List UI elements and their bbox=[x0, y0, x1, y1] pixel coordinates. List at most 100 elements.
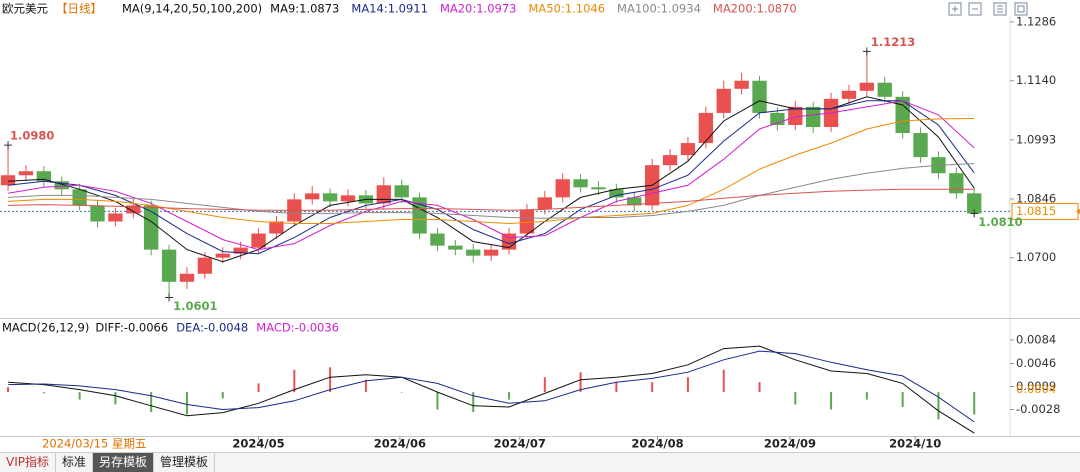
tab-bar: VIP指标 标准 另存模板 管理模板 bbox=[0, 452, 1080, 472]
tab[interactable]: 标准 bbox=[56, 453, 94, 472]
current-value-label: 0.0004 bbox=[1016, 382, 1056, 396]
extreme-marker bbox=[862, 47, 871, 56]
plot-area bbox=[0, 51, 1010, 298]
extreme-marker bbox=[4, 141, 13, 150]
macd-bar bbox=[651, 382, 654, 393]
candle-body bbox=[233, 247, 248, 254]
cursor-date: 2024/03/15 星期五 bbox=[42, 437, 146, 451]
legend-entry: DEA:-0.0048 bbox=[176, 321, 248, 335]
toolbar bbox=[948, 2, 1028, 16]
tab[interactable]: 另存模板 bbox=[93, 453, 155, 472]
macd-bar bbox=[543, 377, 546, 393]
macd-bar bbox=[472, 392, 475, 412]
extreme-marker bbox=[970, 209, 979, 218]
macd-bar bbox=[78, 392, 81, 400]
tool-icon[interactable] bbox=[993, 2, 1007, 16]
candle-body bbox=[627, 197, 642, 206]
legend-entry: MACD:-0.0036 bbox=[256, 321, 339, 335]
candle-body bbox=[734, 80, 749, 89]
candle-body bbox=[161, 249, 177, 282]
extreme-label: 1.0980 bbox=[10, 129, 54, 143]
legend-entry: MA200:1.0870 bbox=[713, 2, 797, 16]
y-tick-label: 1.1140 bbox=[1016, 73, 1056, 87]
candle-body bbox=[340, 195, 356, 202]
candle-body bbox=[54, 181, 69, 190]
y-tick-label: 0.0084 bbox=[1016, 332, 1056, 346]
candle-body bbox=[555, 179, 570, 198]
candle-body bbox=[716, 88, 731, 113]
macd-bar bbox=[221, 392, 224, 399]
macd-bar bbox=[615, 382, 618, 393]
current-value-label: 1.0815 bbox=[1016, 204, 1056, 218]
candle-body bbox=[36, 171, 51, 182]
indicator-label: MACD(26,12,9) bbox=[2, 321, 89, 335]
candle-body bbox=[179, 273, 195, 282]
x-tick-label: 2024/09 bbox=[764, 437, 816, 451]
candle-body bbox=[806, 106, 821, 127]
extreme-label: 1.0810 bbox=[978, 215, 1022, 229]
candle-body bbox=[197, 257, 213, 274]
candle-body bbox=[251, 233, 266, 248]
x-tick-label: 2024/10 bbox=[889, 437, 941, 451]
candle-body bbox=[913, 133, 928, 158]
macd-bar bbox=[794, 392, 797, 405]
ma-line bbox=[8, 100, 975, 255]
macd-bar bbox=[758, 382, 761, 393]
x-tick-label: 2024/06 bbox=[374, 437, 426, 451]
x-tick-label: 2024/07 bbox=[494, 437, 546, 451]
candle-body bbox=[662, 155, 678, 166]
y-tick-label: -0.0028 bbox=[1016, 402, 1060, 416]
candle-body bbox=[949, 173, 964, 194]
candle-body bbox=[394, 185, 409, 198]
candle-body bbox=[680, 143, 696, 156]
candle-body bbox=[752, 80, 767, 113]
candle-body bbox=[537, 197, 552, 210]
y-tick-label: 0.0009 bbox=[1016, 379, 1056, 393]
candle-body bbox=[877, 82, 892, 97]
candle-body bbox=[466, 249, 481, 256]
y-tick-label: 1.1286 bbox=[1016, 15, 1056, 29]
macd-bar bbox=[7, 387, 10, 393]
macd-bar bbox=[901, 392, 904, 408]
indicator-label: MA(9,14,20,50,100,200) bbox=[122, 2, 262, 16]
tab[interactable]: VIP指标 bbox=[0, 453, 56, 472]
legend-entry: MA100:1.0934 bbox=[617, 2, 701, 16]
candle-body bbox=[0, 175, 16, 186]
candle-body bbox=[788, 106, 803, 125]
candle-body bbox=[841, 90, 857, 99]
candle-body bbox=[698, 112, 713, 144]
tool-icon[interactable] bbox=[948, 2, 962, 16]
extreme-label: 1.1213 bbox=[871, 35, 915, 49]
candle-body bbox=[269, 221, 284, 234]
macd-bar bbox=[329, 367, 332, 393]
candle-body bbox=[108, 213, 123, 222]
candle-body bbox=[895, 96, 910, 134]
candle-body bbox=[519, 209, 535, 234]
macd-bar bbox=[579, 372, 582, 393]
y-tick-label: 1.0993 bbox=[1016, 132, 1056, 146]
macd-bar bbox=[364, 379, 367, 393]
candle-body bbox=[609, 189, 624, 198]
candle-body bbox=[72, 189, 87, 206]
macd-bar bbox=[150, 392, 153, 412]
candle-body bbox=[591, 187, 606, 190]
macd-bar bbox=[436, 392, 439, 410]
y-tick-label: 1.0700 bbox=[1016, 250, 1056, 264]
tab[interactable]: 管理模板 bbox=[154, 453, 216, 472]
macd-bar bbox=[293, 369, 296, 393]
tool-icon[interactable] bbox=[1014, 2, 1028, 16]
x-tick-label: 2024/05 bbox=[232, 437, 284, 451]
legend-entry: MA14:1.0911 bbox=[351, 2, 428, 16]
candle-body bbox=[126, 205, 141, 214]
macd-line bbox=[8, 350, 975, 423]
current-price-arrow bbox=[1076, 208, 1080, 215]
tool-icon[interactable] bbox=[968, 2, 982, 16]
macd-bar bbox=[400, 392, 403, 393]
macd-bar bbox=[722, 369, 725, 393]
candle-body bbox=[430, 233, 445, 246]
legend-entry: DIFF:-0.0066 bbox=[95, 321, 168, 335]
macd-bar bbox=[42, 392, 45, 394]
macd-bar bbox=[508, 392, 511, 400]
candle-body bbox=[90, 205, 105, 222]
